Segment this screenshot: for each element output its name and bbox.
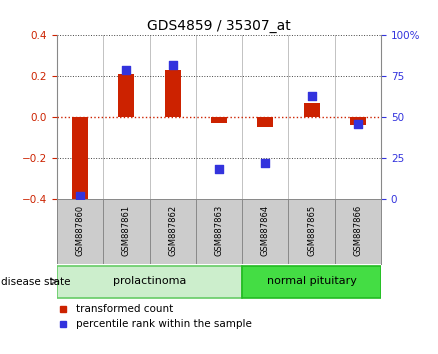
Text: GSM887862: GSM887862 (168, 205, 177, 256)
Bar (118, 74, 134, 117)
Bar (350, 117, 366, 125)
Text: transformed count: transformed count (76, 304, 173, 314)
Text: GSM887864: GSM887864 (261, 205, 270, 256)
Text: GSM887865: GSM887865 (307, 205, 316, 256)
Text: normal pituitary: normal pituitary (267, 276, 357, 286)
Text: percentile rank within the sample: percentile rank within the sample (76, 319, 252, 329)
Bar (211, 117, 227, 123)
Bar (257, 117, 273, 127)
Bar (72, 117, 88, 203)
Point (215, 166, 223, 172)
Text: prolactinoma: prolactinoma (113, 276, 186, 286)
Text: GSM887866: GSM887866 (353, 205, 362, 256)
Point (169, 62, 176, 68)
Text: GSM887863: GSM887863 (215, 205, 223, 256)
Text: GSM887861: GSM887861 (122, 205, 131, 256)
Title: GDS4859 / 35307_at: GDS4859 / 35307_at (147, 19, 291, 33)
Point (77, 193, 84, 198)
Bar (57, 266, 242, 298)
Text: GSM887860: GSM887860 (76, 205, 85, 256)
Point (308, 93, 315, 99)
Text: disease state: disease state (1, 277, 71, 287)
Point (262, 160, 269, 166)
Point (354, 121, 361, 126)
Bar (242, 266, 381, 298)
Bar (165, 70, 181, 117)
Bar (304, 103, 320, 117)
Point (123, 67, 130, 73)
